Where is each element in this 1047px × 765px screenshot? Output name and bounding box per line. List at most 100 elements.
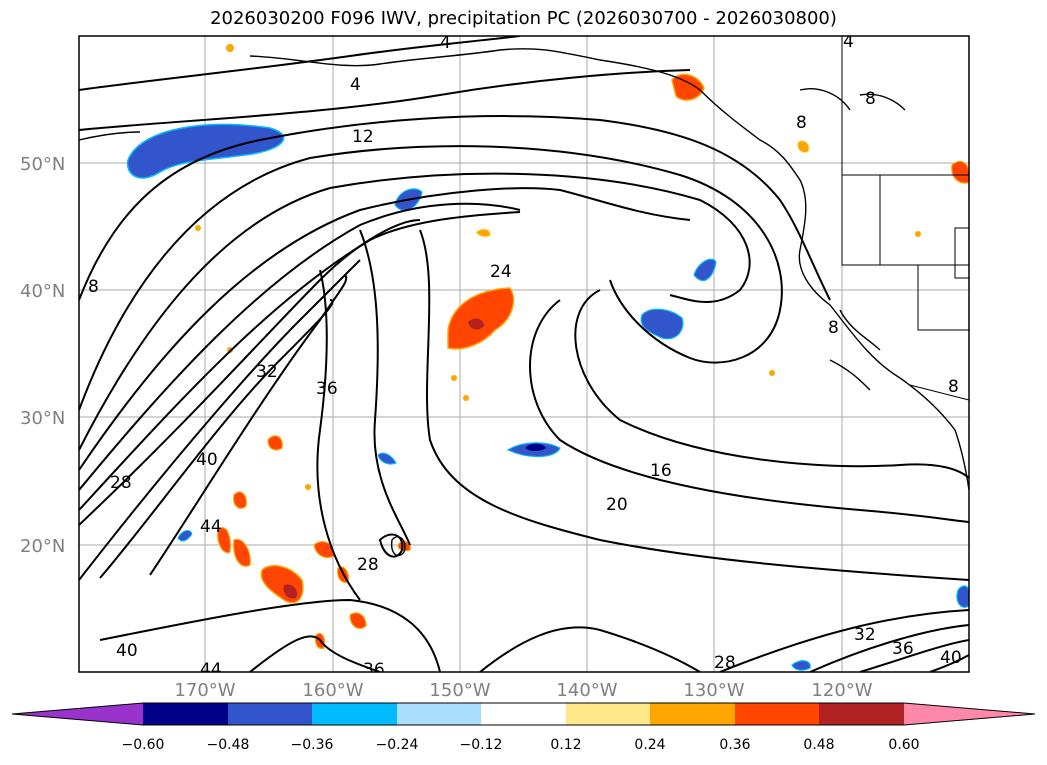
colorbar-tick: −0.48	[207, 737, 250, 753]
precip-positive-core	[468, 318, 484, 330]
precip-negative-patch	[126, 123, 285, 179]
precip-negative-patch	[693, 258, 717, 282]
contour-label: 36	[892, 639, 914, 659]
lat-label: 30°N	[20, 408, 65, 429]
precip-negative-patch	[956, 585, 969, 608]
state-border	[954, 227, 969, 279]
contour-labels: 4 4 8 8 8 12 16 20 24 28 28 28 32 32 36 …	[88, 36, 962, 680]
precip-negative-patch	[377, 452, 397, 465]
contour-line	[79, 211, 521, 511]
contour-label: 28	[110, 473, 132, 493]
colorbar-tick: −0.60	[122, 737, 165, 753]
colorbar-extend-right	[904, 703, 1035, 725]
contour-line	[79, 145, 783, 411]
precip-positive-patch	[475, 228, 491, 238]
colorbar-tick: −0.12	[460, 737, 503, 753]
graticule	[79, 36, 969, 672]
precip-negative-patch	[640, 308, 684, 340]
precip-positive-patch	[447, 287, 515, 350]
lon-label: 120°W	[811, 680, 872, 701]
colorbar-segment	[312, 703, 397, 725]
colorbar-tick: 0.24	[634, 737, 665, 753]
contour-line	[574, 289, 969, 479]
lon-label: 140°W	[556, 680, 617, 701]
precip-dot	[451, 375, 457, 381]
contour-label: 32	[854, 625, 876, 645]
precip-negative-core	[525, 443, 546, 451]
precip-negative-patch	[177, 530, 193, 542]
contour-line	[859, 639, 969, 672]
map-title: 2026030200 F096 IWV, precipitation PC (2…	[210, 8, 837, 29]
contour-label: 40	[940, 648, 962, 668]
contour-label: 28	[357, 555, 379, 575]
precip-positive-patch	[233, 538, 251, 567]
precip-positive-patch	[349, 612, 367, 629]
contour-line	[529, 299, 969, 523]
contour-line	[929, 654, 969, 672]
colorbar-tick: −0.36	[291, 737, 334, 753]
colorbar-segment	[397, 703, 481, 725]
contour-label: 8	[865, 89, 876, 109]
precip-patches	[126, 44, 969, 671]
contour-line	[79, 259, 361, 581]
contour-line	[419, 229, 969, 581]
colorbar-segment	[650, 703, 735, 725]
political-borders	[841, 36, 969, 401]
colorbar-segment	[143, 703, 228, 725]
aleutian-coast	[79, 131, 141, 141]
contour-line	[79, 219, 421, 526]
colorbar-tick: 0.36	[719, 737, 750, 753]
contour-line	[359, 229, 411, 546]
lat-label: 50°N	[20, 154, 65, 175]
contour-label: 8	[88, 277, 99, 297]
map-frame	[78, 35, 970, 673]
contour-label: 44	[200, 660, 222, 680]
precip-positive-patch	[233, 491, 247, 509]
colorbar-segment	[819, 703, 904, 725]
contour-label: 24	[490, 262, 512, 282]
contour-line	[809, 624, 969, 672]
contour-label: 8	[948, 377, 959, 397]
precip-positive-patch	[671, 73, 705, 101]
contour-line	[79, 69, 691, 131]
contour-line	[719, 609, 969, 672]
precip-dot	[463, 395, 469, 401]
contour-line	[378, 533, 404, 558]
lon-label: 130°W	[683, 680, 744, 701]
map-content: 4 4 8 8 8 12 16 20 24 28 28 28 32 32 36 …	[79, 36, 969, 680]
coast-detail	[799, 88, 906, 111]
contour-label: 4	[350, 75, 361, 95]
colorbar: −0.60 −0.48 −0.36 −0.24 −0.12 0.12 0.24 …	[11, 702, 1036, 753]
contour-line	[79, 187, 691, 471]
precip-dot	[769, 370, 775, 376]
colorbar-tick: −0.24	[376, 737, 419, 753]
precip-dot	[226, 44, 234, 52]
colorbar-tick: 0.12	[550, 737, 581, 753]
precip-positive-core	[283, 584, 298, 599]
latitude-labels: 20°N 30°N 40°N 50°N	[20, 154, 65, 557]
contour-label: 16	[650, 461, 672, 481]
contour-label: 8	[828, 318, 839, 338]
contour-line	[249, 635, 381, 672]
contour-label: 8	[796, 113, 807, 133]
contour-line	[149, 274, 348, 576]
colorbar-segment	[735, 703, 819, 725]
colorbar-tick: 0.48	[803, 737, 834, 753]
contour-label: 12	[352, 127, 374, 147]
precip-dot	[195, 225, 201, 231]
lon-label: 170°W	[174, 680, 235, 701]
contour-label: 40	[196, 450, 218, 470]
longitude-labels: 170°W 160°W 150°W 140°W 130°W 120°W	[174, 680, 872, 701]
lat-label: 20°N	[20, 536, 65, 557]
iwv-contours	[79, 36, 969, 672]
hawaii-island	[390, 536, 406, 557]
precip-positive-patch	[217, 527, 231, 554]
coastline	[79, 48, 969, 557]
coast-detail	[829, 309, 881, 391]
lat-label: 40°N	[20, 281, 65, 302]
colorbar-segment	[228, 703, 312, 725]
contour-label: 28	[714, 653, 736, 673]
lon-label: 160°W	[302, 680, 363, 701]
contour-label: 20	[606, 495, 628, 515]
